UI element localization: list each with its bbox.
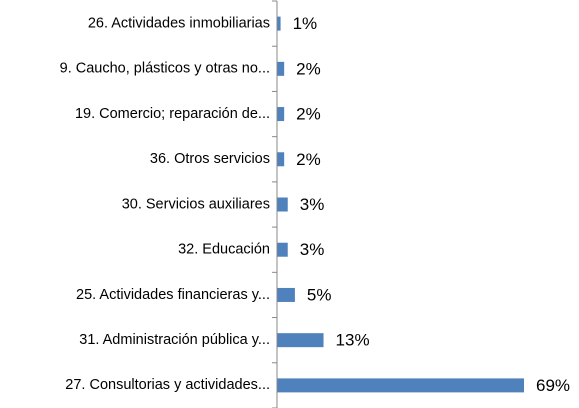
value-label: 2% — [296, 150, 321, 169]
bar — [277, 152, 285, 167]
value-label: 2% — [296, 59, 321, 78]
bar — [277, 197, 288, 212]
value-label: 5% — [307, 285, 332, 304]
value-label: 2% — [296, 105, 321, 124]
category-label: 19. Comercio; reparación de... — [75, 106, 270, 122]
category-label: 25. Actividades financieras y... — [76, 287, 270, 303]
value-label: 3% — [300, 240, 325, 259]
category-label: 27. Consultorias y actividades... — [65, 377, 270, 393]
category-label: 26. Actividades inmobiliarias — [88, 15, 270, 31]
bar — [277, 242, 288, 257]
bar — [277, 378, 524, 393]
category-label: 9. Caucho, plásticos y otras no... — [60, 61, 270, 77]
bar — [277, 333, 324, 348]
value-label: 69% — [536, 376, 570, 395]
value-label: 13% — [336, 331, 370, 350]
bar — [277, 16, 281, 31]
category-label: 31. Administración pública y... — [79, 332, 270, 348]
bar — [277, 287, 295, 302]
category-label: 32. Educación — [178, 242, 270, 258]
category-label: 30. Servicios auxiliares — [122, 196, 270, 212]
value-label: 1% — [293, 14, 318, 33]
value-label: 3% — [300, 195, 325, 214]
category-label: 36. Otros servicios — [150, 151, 270, 167]
bar — [277, 107, 285, 122]
bar — [277, 61, 285, 76]
